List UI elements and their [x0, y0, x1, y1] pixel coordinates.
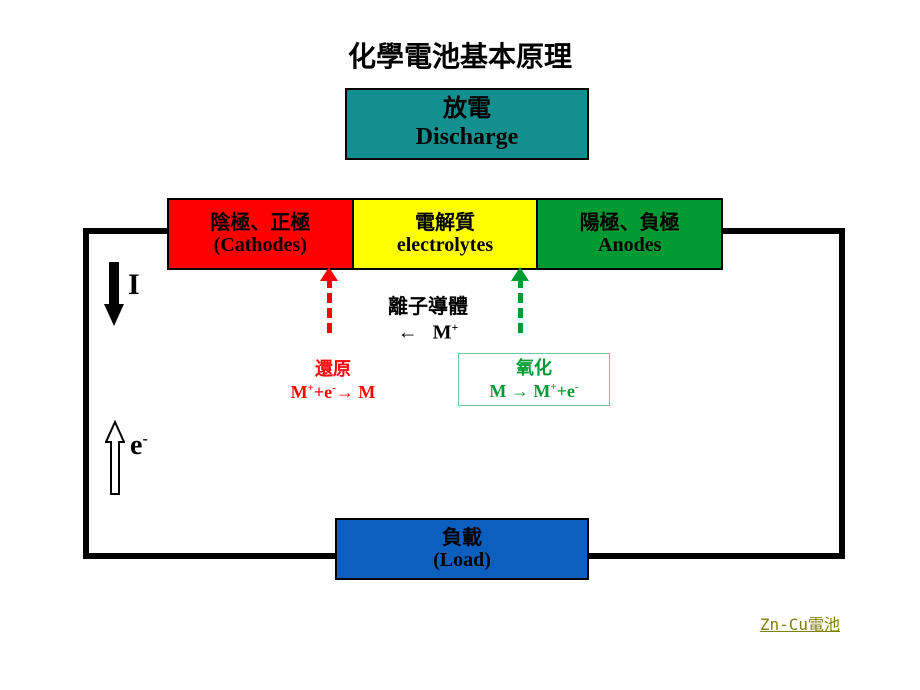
oxidation-arrow-head-icon: [511, 267, 529, 281]
load-en: (Load): [433, 549, 491, 571]
anode-en: Anodes: [598, 234, 661, 256]
current-arrow-icon: [103, 260, 125, 328]
discharge-en: Discharge: [416, 124, 519, 152]
page-title: 化學電池基本原理: [0, 35, 920, 75]
zn-cu-link[interactable]: Zn-Cu電池: [760, 611, 840, 635]
electron-arrow-icon: [105, 420, 125, 498]
circuit-top-right: [718, 228, 839, 234]
oxidation-formula: M → M++e-: [459, 380, 609, 403]
load-cn: 負載: [442, 527, 482, 549]
load-box: 負載 (Load): [335, 518, 589, 580]
oxidation-text: 氧化 M → M++e-: [458, 353, 610, 406]
discharge-box: 放電 Discharge: [345, 88, 589, 160]
electrolyte-en: electrolytes: [397, 234, 493, 256]
circuit-top-left: [83, 228, 171, 234]
anode-box: 陽極、負極 Anodes: [536, 200, 721, 268]
oxidation-label: 氧化: [459, 357, 609, 380]
cathode-box: 陰極、正極 (Cathodes): [169, 200, 352, 268]
electrolyte-box: 電解質 electrolytes: [352, 200, 537, 268]
current-label: I: [128, 268, 140, 302]
reduction-formula: M++e-→ M: [258, 381, 408, 404]
ion-conductor-text: 離子導體 ← M+: [353, 295, 503, 346]
reduction-arrow-head-icon: [320, 267, 338, 281]
ion-label: 離子導體: [353, 295, 503, 320]
electrode-row: 陰極、正極 (Cathodes) 電解質 electrolytes 陽極、負極 …: [167, 198, 723, 270]
electrolyte-cn: 電解質: [415, 212, 475, 234]
cathode-en: (Cathodes): [214, 234, 307, 256]
ion-formula: ← M+: [353, 320, 503, 346]
reduction-arrow-icon: [327, 278, 332, 333]
discharge-cn: 放電: [443, 96, 491, 124]
electron-label: e-: [130, 430, 148, 462]
reduction-label: 還原: [258, 358, 408, 381]
oxidation-arrow-icon: [518, 278, 523, 333]
reduction-text: 還原 M++e-→ M: [258, 358, 408, 403]
cathode-cn: 陰極、正極: [210, 212, 310, 234]
anode-cn: 陽極、負極: [580, 212, 680, 234]
